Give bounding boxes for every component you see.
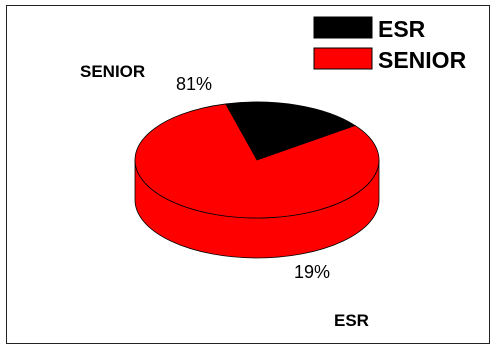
legend-swatch-esr: [313, 16, 373, 39]
legend: ESR SENIOR: [313, 16, 467, 73]
category-label-esr: ESR: [334, 311, 369, 330]
pie-layer: [134, 101, 380, 259]
category-label-senior: SENIOR: [80, 62, 145, 81]
legend-label-esr: ESR: [378, 16, 426, 42]
data-label-esr: 19%: [294, 262, 330, 282]
legend-label-senior: SENIOR: [378, 47, 467, 73]
data-label-senior: 81%: [176, 74, 212, 94]
slice-esr: [225, 101, 357, 161]
slice-senior: [134, 103, 380, 219]
legend-swatch-senior: [313, 47, 373, 70]
